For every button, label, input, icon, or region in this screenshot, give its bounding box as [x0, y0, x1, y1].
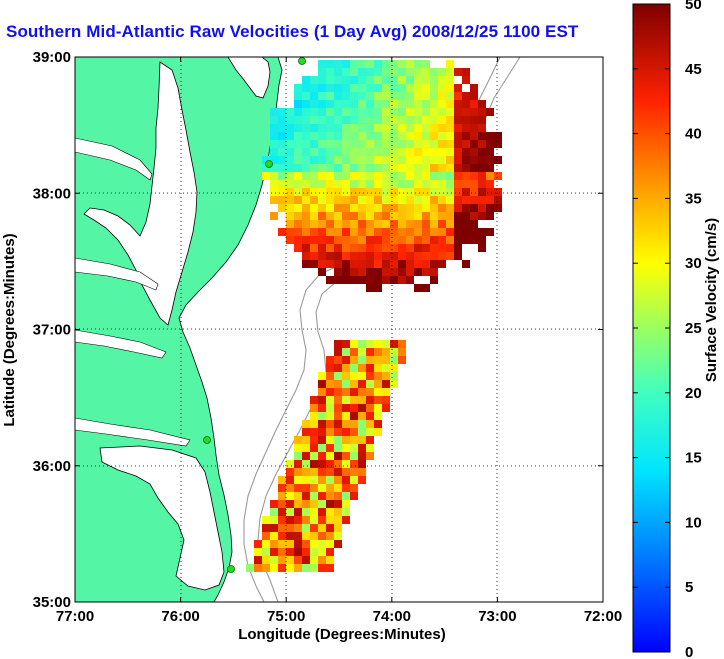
river-inlet [75, 257, 159, 291]
radar-site-marker [227, 565, 235, 573]
radar-site-marker [298, 57, 306, 65]
map-title: Southern Mid-Atlantic Raw Velocities (1 … [6, 22, 579, 41]
x-tick-label: 72:00 [584, 608, 622, 625]
x-tick-label: 76:00 [161, 608, 199, 625]
y-tick-label: 36:00 [33, 458, 71, 475]
colorbar-tick-label: 25 [685, 320, 702, 337]
colorbar-tick-label: 40 [685, 126, 702, 143]
colorbar [632, 3, 671, 653]
x-axis: 77:00 76:00 75:00 74:00 73:00 72:00 [56, 57, 622, 625]
y-axis-label: Latitude (Degrees:Minutes) [1, 233, 18, 426]
x-tick-label: 77:00 [56, 608, 94, 625]
radar-site-marker [203, 436, 211, 444]
delaware-bay [227, 57, 271, 99]
pamlico-sound [99, 445, 225, 591]
velocity-field [246, 60, 502, 572]
colorbar-label: Surface Velocity (cm/s) [703, 218, 720, 382]
chesapeake-bay [83, 61, 198, 326]
radar-site-marker [265, 160, 273, 168]
colorbar-tick-label: 30 [685, 255, 702, 272]
colorbar-tick-label: 45 [685, 61, 702, 78]
colorbar-tick-label: 35 [685, 190, 702, 207]
x-tick-label: 75:00 [267, 608, 305, 625]
grid-lines [75, 57, 603, 602]
y-axis: 39:00 38:00 37:00 36:00 35:00 [33, 49, 603, 611]
colorbar-tick-label: 15 [685, 450, 702, 467]
x-axis-label: Longitude (Degrees:Minutes) [238, 626, 446, 643]
x-tick-label: 73:00 [478, 608, 516, 625]
y-tick-label: 39:00 [33, 49, 71, 66]
colorbar-tick-label: 50 [685, 0, 702, 13]
river-inlet [75, 329, 167, 359]
colorbar-tick-label: 10 [685, 514, 702, 531]
colorbar-tick-label: 0 [685, 644, 693, 659]
y-tick-label: 35:00 [33, 594, 71, 611]
y-tick-label: 37:00 [33, 322, 71, 339]
y-tick-label: 38:00 [33, 185, 71, 202]
colorbar-tick-label: 5 [685, 579, 693, 596]
river-inlet [75, 137, 153, 181]
river-inlet [75, 417, 191, 447]
x-tick-label: 74:00 [373, 608, 411, 625]
colorbar-tick-label: 20 [685, 385, 702, 402]
